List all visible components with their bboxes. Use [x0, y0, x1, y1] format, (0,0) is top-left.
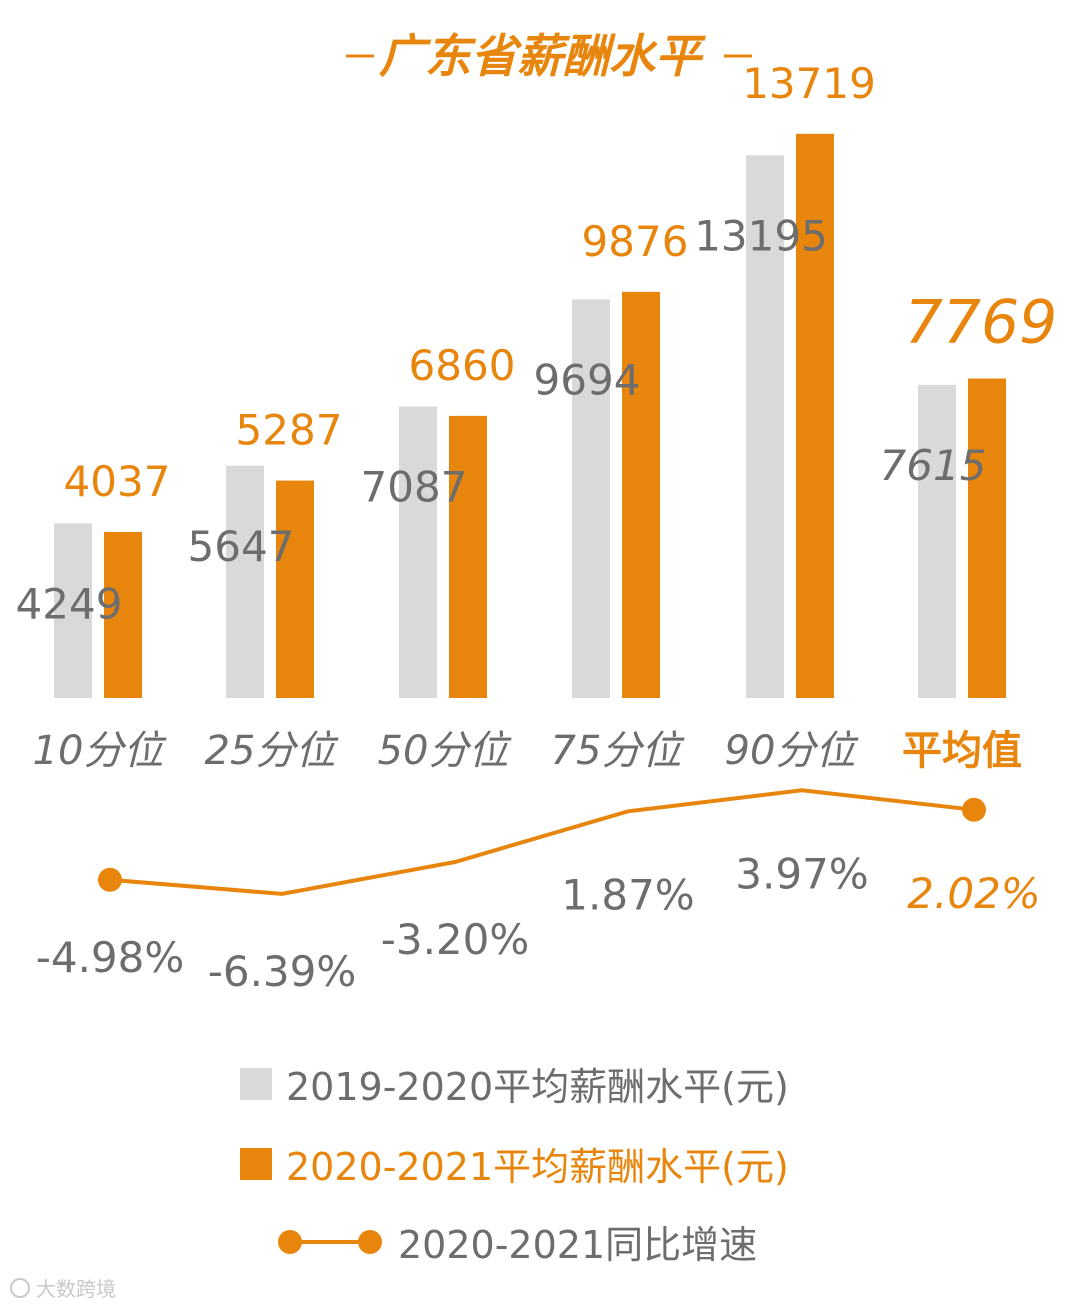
value-label-2020-0: 4037 — [64, 457, 171, 506]
watermark-logo-icon — [10, 1278, 30, 1298]
category-label-2: 50分位 — [378, 728, 513, 774]
legend-label-2019: 2019-2020平均薪酬水平(元) — [286, 1065, 789, 1109]
growth-line — [109, 788, 975, 896]
growth-label-0: -4.98% — [36, 933, 185, 982]
value-label-2019-5: 7615 — [880, 441, 987, 490]
bar-2019-3 — [572, 299, 610, 698]
value-label-2020-1: 5287 — [236, 406, 343, 455]
chart-title: 广东省薪酬水平 — [379, 29, 706, 83]
bar-2020-3 — [622, 291, 660, 698]
legend-line-dot-right — [358, 1230, 382, 1254]
category-label-4: 90分位 — [725, 728, 860, 774]
bar-2019-2 — [399, 406, 437, 698]
legend-swatch-2020 — [240, 1148, 272, 1180]
bar-2019-5 — [918, 384, 956, 698]
legend-label-2020: 2020-2021平均薪酬水平(元) — [286, 1145, 789, 1189]
legend-swatch-2019 — [240, 1068, 272, 1100]
growth-label-4: 3.97% — [735, 849, 868, 898]
value-label-2019-2: 7087 — [361, 463, 468, 512]
watermark-text: 大数跨境 — [36, 1277, 116, 1301]
value-label-2019-4: 13195 — [694, 211, 828, 260]
bar-2019-4 — [746, 155, 784, 699]
category-label-3: 75分位 — [551, 728, 686, 774]
bar-2020-4 — [796, 133, 834, 698]
growth-label-5: 2.02% — [907, 869, 1040, 918]
value-label-2020-5: 7769 — [905, 287, 1058, 357]
bar-group: 4249 4037 5647 5287 7087 6860 9694 9876 13195 137… — [16, 59, 1058, 699]
growth-endpoint-5 — [962, 797, 986, 822]
bar-2020-0 — [104, 531, 142, 698]
category-label-1: 25分位 — [205, 728, 340, 774]
value-label-2020-2: 6860 — [409, 341, 516, 390]
legend-line-dot-left — [278, 1230, 302, 1254]
legend-label-growth: 2020-2021同比增速 — [398, 1223, 757, 1267]
value-label-2020-3: 9876 — [582, 217, 689, 266]
bar-2019-0 — [54, 523, 92, 698]
growth-label-3: 1.87% — [561, 870, 694, 919]
growth-label-2: -3.20% — [381, 915, 530, 964]
value-label-2019-1: 5647 — [188, 522, 295, 571]
bar-2019-1 — [226, 465, 264, 698]
category-label-0: 10分位 — [33, 728, 168, 774]
growth-endpoint-0 — [98, 867, 122, 892]
bar-2020-2 — [449, 415, 487, 698]
value-label-2019-3: 9694 — [534, 355, 641, 404]
value-label-2019-0: 4249 — [16, 579, 123, 628]
growth-line-group: -4.98% -6.39% -3.20% 1.87% 3.97% 2.02% — [36, 788, 1041, 996]
bar-2020-5 — [968, 378, 1006, 698]
bar-2020-1 — [276, 480, 314, 698]
category-labels: 10分位 25分位 50分位 75分位 90分位 平均值 — [33, 728, 1022, 774]
category-label-5: 平均值 — [902, 728, 1022, 774]
value-label-2020-4: 13719 — [742, 59, 876, 108]
growth-label-1: -6.39% — [208, 947, 357, 996]
